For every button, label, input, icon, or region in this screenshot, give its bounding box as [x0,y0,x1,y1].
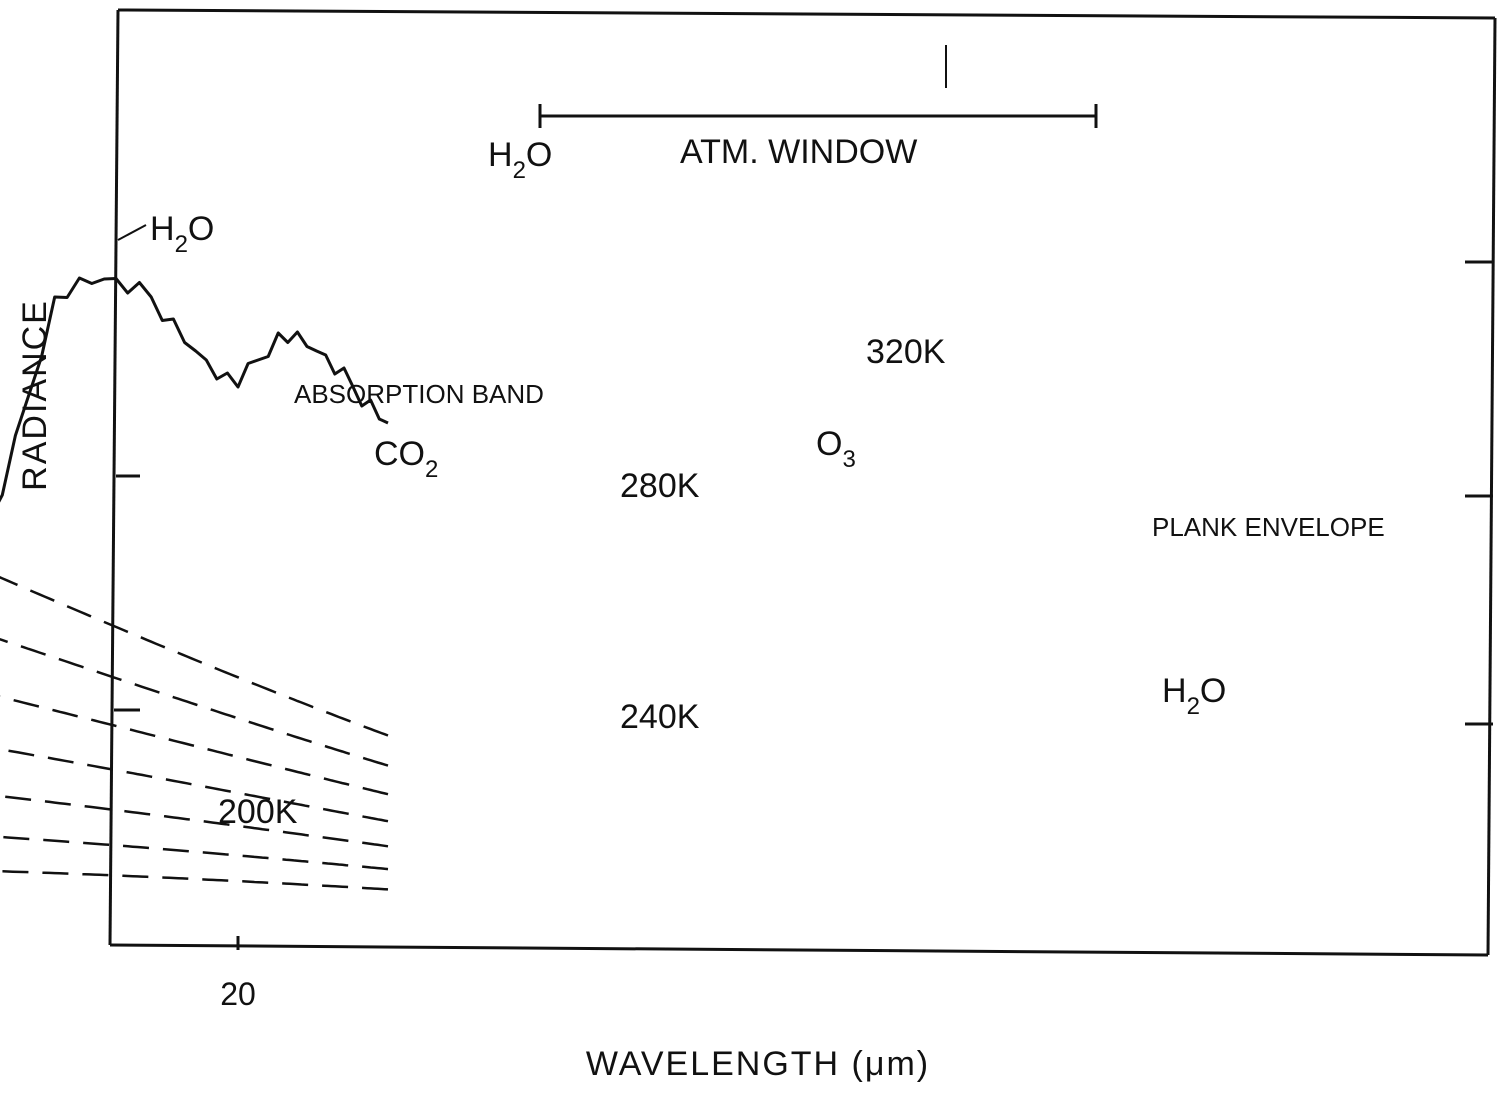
temp-label-280k: 280K [620,467,700,505]
co2-co: CO [374,435,425,473]
atm-window-bracket [538,45,1098,128]
h2o-o: O [1200,672,1226,710]
x-axis-line [109,943,1489,957]
h2o-o: O [526,136,552,174]
h2o-h: H [1162,672,1187,710]
frame-left [108,9,120,946]
absorption-band-label: ABSORPTION BAND [294,379,544,409]
temp-label-320k: 320K [866,333,946,371]
measured-spectrum-line [0,276,389,503]
x-axis-title: WAVELENGTH (μm) [586,1045,930,1083]
planck-curve-320k [0,576,389,737]
o3-label: O3 [816,425,856,473]
h2o-label-right: H2O [1162,672,1226,720]
x-ticks: 20151087 [220,936,256,1012]
h2o-h: H [488,136,513,174]
h2o-label-left: H2O [150,210,214,258]
h2o-h: H [150,210,175,248]
h2o-sub: 2 [175,231,188,258]
planck-curve-200k [0,870,389,891]
co2-sub: 2 [425,456,438,483]
y-axis-title: RADIANCE [16,299,54,491]
planck-curve-300k [0,638,389,767]
planck-curves [0,576,389,891]
frame-right [1486,17,1497,956]
planck-curve-240k [0,794,389,848]
o3-sub: 3 [842,446,855,473]
spectrum-group [0,276,389,503]
h2o-label-top: H2O [488,136,552,184]
planck-curve-260k [0,747,389,823]
h2o-o: O [188,210,214,248]
plot-frame [108,8,1497,957]
planck-curve-220k [0,835,389,871]
co2-label: CO2 [374,435,438,483]
o3-o: O [816,425,842,463]
temp-label-240k: 240K [620,698,700,736]
y-ticks [114,260,1493,726]
x-tick-label: 20 [220,976,256,1012]
plank-envelope-label: PLANK ENVELOPE [1152,512,1385,542]
temp-label-200k: 200K [218,793,298,831]
h2o-sub: 2 [513,157,526,184]
h2o-left-pointer [117,224,147,241]
frame-top [117,8,1496,20]
h2o-sub: 2 [1187,693,1200,720]
atm-window-label: ATM. WINDOW [680,133,917,171]
planck-curve-280k [0,695,389,796]
